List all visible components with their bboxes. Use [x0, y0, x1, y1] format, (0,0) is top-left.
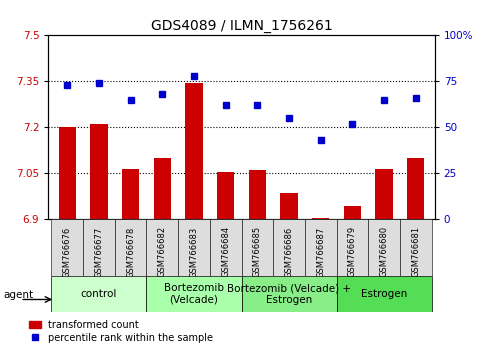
Text: Bortezomib (Velcade) +
Estrogen: Bortezomib (Velcade) + Estrogen — [227, 283, 351, 305]
Bar — [400, 219, 431, 276]
Bar — [146, 219, 178, 276]
Bar — [343, 206, 361, 219]
Bar — [280, 193, 298, 219]
Bar — [58, 127, 76, 219]
Bar — [52, 219, 83, 276]
Bar — [83, 219, 115, 276]
Bar — [368, 219, 400, 276]
Bar — [249, 170, 266, 219]
Text: GSM766685: GSM766685 — [253, 226, 262, 278]
Text: GSM766681: GSM766681 — [411, 226, 420, 278]
Text: control: control — [81, 289, 117, 299]
Bar — [210, 219, 242, 276]
Bar — [242, 219, 273, 276]
Bar — [305, 219, 337, 276]
Text: GSM766683: GSM766683 — [189, 226, 199, 278]
Bar — [185, 83, 203, 219]
Bar — [122, 169, 140, 219]
Text: GSM766679: GSM766679 — [348, 226, 357, 278]
Bar — [312, 218, 329, 219]
Bar — [242, 276, 337, 312]
Bar — [407, 158, 425, 219]
Bar — [52, 276, 146, 312]
Text: GSM766687: GSM766687 — [316, 226, 325, 278]
Text: GSM766684: GSM766684 — [221, 226, 230, 278]
Text: GSM766677: GSM766677 — [95, 226, 103, 278]
Bar — [337, 219, 368, 276]
Bar — [273, 219, 305, 276]
Bar — [154, 158, 171, 219]
Bar — [90, 124, 108, 219]
Text: GSM766682: GSM766682 — [158, 226, 167, 278]
Legend: transformed count, percentile rank within the sample: transformed count, percentile rank withi… — [29, 320, 213, 343]
Bar — [217, 172, 234, 219]
Text: GSM766680: GSM766680 — [380, 226, 388, 278]
Text: GSM766686: GSM766686 — [284, 226, 294, 278]
Bar — [115, 219, 146, 276]
Title: GDS4089 / ILMN_1756261: GDS4089 / ILMN_1756261 — [151, 19, 332, 33]
Text: Estrogen: Estrogen — [361, 289, 407, 299]
Bar — [146, 276, 242, 312]
Text: Bortezomib
(Velcade): Bortezomib (Velcade) — [164, 283, 224, 305]
Text: agent: agent — [3, 290, 33, 300]
Bar — [178, 219, 210, 276]
Text: GSM766676: GSM766676 — [63, 226, 72, 278]
Bar — [337, 276, 431, 312]
Text: GSM766678: GSM766678 — [126, 226, 135, 278]
Bar — [375, 169, 393, 219]
